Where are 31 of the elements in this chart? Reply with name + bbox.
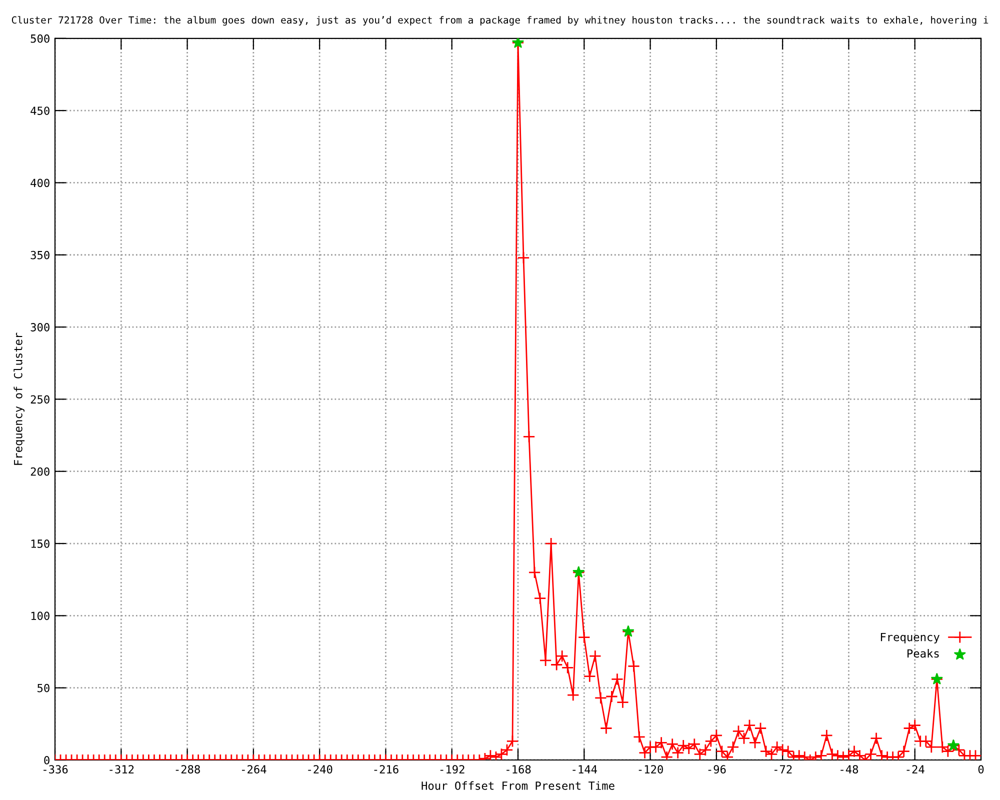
x-tick-label: -216 [374,765,398,774]
x-axis-title: Hour Offset From Present Time [422,781,614,790]
x-tick-label: -264 [242,765,266,774]
y-tick-label: 50 [38,684,50,692]
x-tick-label: -240 [308,765,332,774]
x-tick-label: -192 [440,765,464,774]
y-tick-label: 250 [30,395,50,404]
chart-title: Cluster 721728 Over Time: the album goes down easy, just as you’d expect from a package framed by whitney houston tracks.... the soundtrack waits to exhale, hovering i [12,16,988,26]
x-tick-label: -312 [110,765,134,774]
y-tick-label: 200 [30,467,50,476]
y-tick-label: 150 [31,540,50,548]
y-axis-title: Frequency of Cluster [14,332,25,465]
x-tick-label: -144 [572,765,597,774]
y-tick-label: 0 [44,756,50,764]
y-tick-label: 500 [30,34,50,43]
legend-label: Peaks [908,649,939,658]
y-tick-label: 400 [30,178,50,188]
x-tick-label: -288 [176,765,200,774]
x-tick-label: 0 [978,765,984,774]
x-tick-label: -48 [840,765,858,774]
y-tick-label: 450 [30,106,50,115]
x-tick-label: -24 [906,765,924,774]
legend-label: Frequency [880,633,940,644]
y-tick-label: 350 [30,250,50,260]
x-tick-label: -96 [708,765,726,774]
y-tick-label: 300 [30,323,50,332]
x-tick-label: -72 [774,765,792,774]
x-tick-label: -336 [44,765,68,774]
x-tick-label: -168 [506,765,531,774]
y-tick-label: 100 [31,612,50,620]
x-tick-label: -120 [638,765,663,774]
